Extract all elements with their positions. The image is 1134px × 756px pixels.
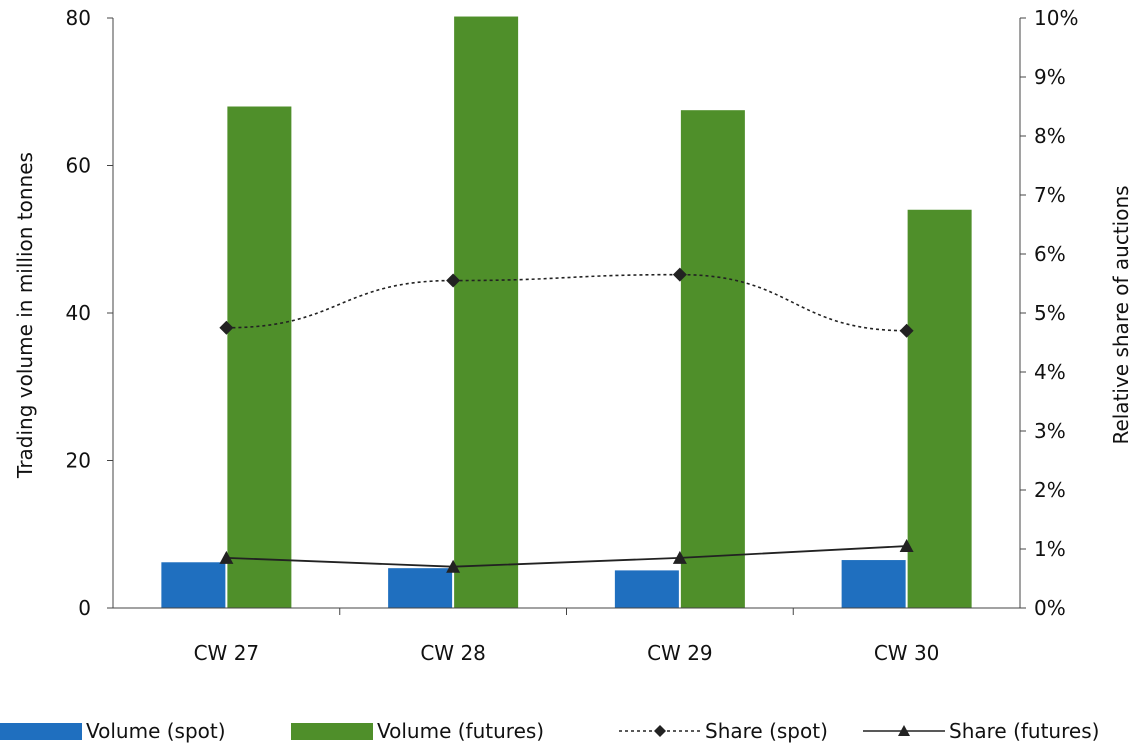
line-share-futures (226, 545, 907, 568)
y2-tick-label: 2% (1034, 478, 1066, 502)
legend-label-volume-spot: Volume (spot) (86, 719, 226, 743)
y-tick-label: 20 (66, 449, 91, 473)
point-share-spot-cw-27 (219, 320, 234, 335)
point-share-spot-cw-30 (899, 323, 914, 338)
bar-volume-futures--cw-29 (680, 110, 745, 608)
y-tick-label: 60 (66, 154, 91, 178)
y2-tick-label: 3% (1034, 419, 1066, 443)
point-share-futures-cw-29 (672, 550, 687, 564)
bar-volume-spot--cw-30 (841, 560, 906, 608)
x-tick-label: CW 28 (420, 641, 486, 665)
y2-tick-label: 7% (1034, 183, 1066, 207)
line-share-spot (226, 273, 907, 332)
y2-tick-label: 8% (1034, 124, 1066, 148)
point-share-spot-cw-28 (446, 273, 461, 288)
bars-layer (161, 16, 972, 608)
y-tick-label: 80 (66, 6, 91, 30)
legend-marker-share-futures (898, 725, 910, 736)
legend-swatch-volume-spot (0, 723, 82, 740)
lines-layer (219, 267, 914, 573)
bar-volume-futures--cw-28 (454, 16, 519, 608)
bar-volume-spot--cw-28 (388, 568, 453, 608)
labels-layer: 0 20 40 60 80 0% 1% 2% 3% 4% 5% 6% 7% 8% 9% 10% CW 27 CW … (66, 6, 1079, 665)
bar-volume-futures--cw-27 (227, 106, 292, 608)
point-share-spot-cw-29 (672, 267, 687, 282)
y2-tick-label: 9% (1034, 65, 1066, 89)
bar-volume-spot--cw-29 (614, 570, 679, 608)
plot-area: 0 20 40 60 80 0% 1% 2% 3% 4% 5% 6% 7% 8% 9% 10% CW 27 CW … (66, 6, 1079, 665)
legend-label-volume-futures: Volume (futures) (377, 719, 544, 743)
y2-tick-label: 1% (1034, 537, 1066, 561)
legend-label-share-futures: Share (futures) (949, 719, 1099, 743)
point-share-futures-cw-30 (899, 539, 914, 553)
legend-marker-share-spot (654, 725, 666, 737)
y2-tick-label: 0% (1034, 596, 1066, 620)
y-tick-label: 0 (78, 596, 91, 620)
legend-label-share-spot: Share (spot) (705, 719, 828, 743)
y-axis-title: Trading volume in million tonnes (13, 152, 37, 479)
y2-tick-label: 5% (1034, 301, 1066, 325)
axes-layer (107, 17, 1026, 615)
legend: Volume (spot) Volume (futures) Share (spot… (0, 719, 1099, 743)
point-share-futures-cw-27 (219, 550, 234, 564)
point-share-futures-cw-28 (446, 559, 461, 573)
y2-tick-label: 6% (1034, 242, 1066, 266)
legend-swatch-volume-futures (291, 723, 373, 740)
y2-tick-label: 10% (1034, 6, 1078, 30)
bar-volume-futures--cw-30 (907, 209, 972, 608)
y2-axis-title: Relative share of auctions (1109, 185, 1133, 444)
x-tick-label: CW 30 (874, 641, 940, 665)
y-tick-label: 40 (66, 301, 91, 325)
y2-tick-label: 4% (1034, 360, 1066, 384)
bar-volume-spot--cw-27 (161, 562, 226, 608)
x-tick-label: CW 29 (647, 641, 713, 665)
x-tick-label: CW 27 (194, 641, 260, 665)
